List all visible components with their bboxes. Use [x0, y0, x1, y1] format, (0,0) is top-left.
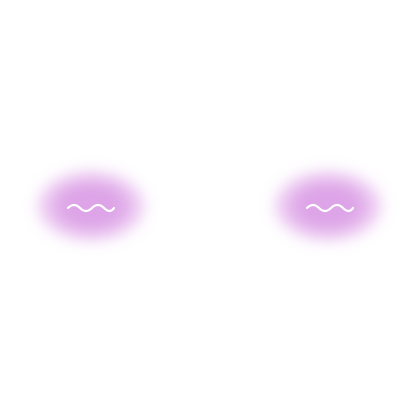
right-blush-cheek-icon	[273, 170, 383, 242]
right-squiggle-icon	[305, 203, 355, 213]
left-squiggle-icon	[66, 203, 116, 213]
left-blush-cheek-icon	[36, 170, 146, 242]
